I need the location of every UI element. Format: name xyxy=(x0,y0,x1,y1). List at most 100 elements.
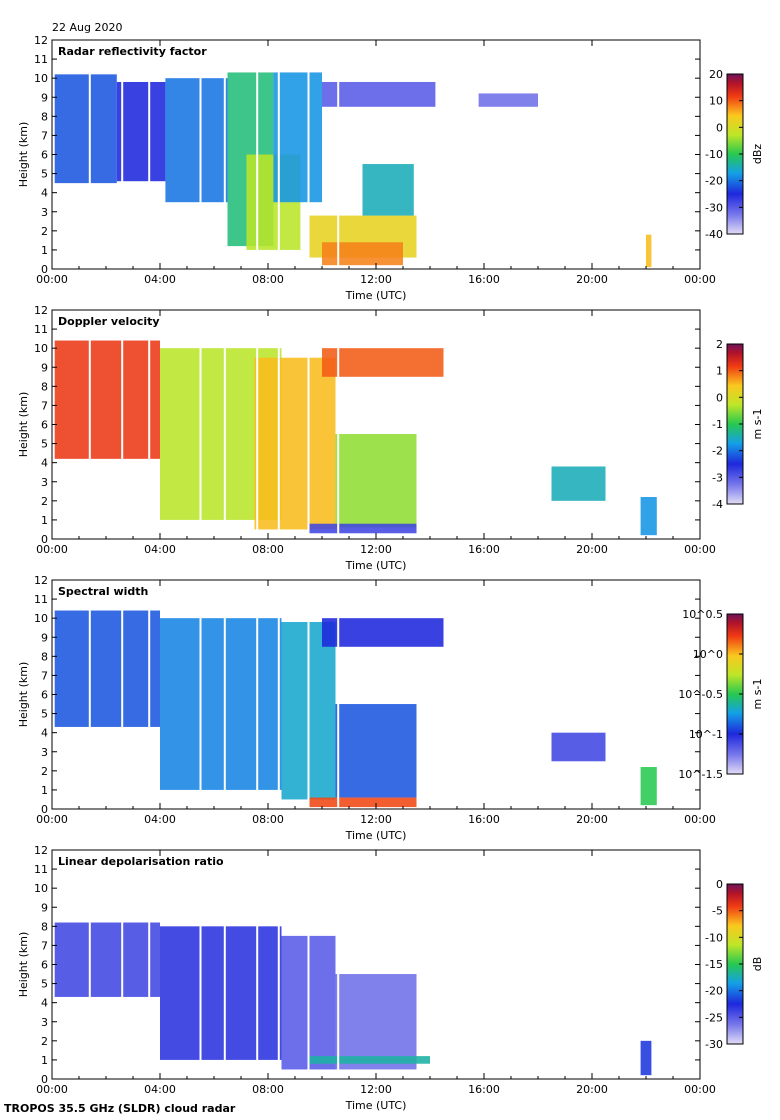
y-tick-label: 7 xyxy=(41,669,48,682)
x-tick-label: 20:00 xyxy=(576,813,608,826)
colorbar-tick-label: -5 xyxy=(712,905,723,918)
colorbar-tick-label: 10^-0.5 xyxy=(678,688,723,701)
y-tick-label: 2 xyxy=(41,495,48,508)
data-region xyxy=(478,93,538,107)
y-tick-label: 9 xyxy=(41,901,48,914)
x-tick-label: 00:00 xyxy=(684,543,716,556)
colorbar-tick-label: -3 xyxy=(712,471,723,484)
colorbar-tick-label: 10 xyxy=(709,95,723,108)
data-region xyxy=(308,797,417,808)
x-tick-label: 04:00 xyxy=(144,813,176,826)
y-axis-label: Height (km) xyxy=(17,392,30,458)
y-tick-label: 1 xyxy=(41,514,48,527)
data-region xyxy=(335,704,417,798)
data-region xyxy=(335,974,417,1070)
data-region xyxy=(54,340,161,459)
x-tick-label: 12:00 xyxy=(360,543,392,556)
y-tick-label: 6 xyxy=(41,149,48,162)
x-tick-label: 20:00 xyxy=(576,1083,608,1096)
y-tick-label: 3 xyxy=(41,1016,48,1029)
instrument-footer: TROPOS 35.5 GHz (SLDR) cloud radar xyxy=(4,1102,236,1115)
y-tick-label: 5 xyxy=(41,168,48,181)
y-tick-label: 6 xyxy=(41,419,48,432)
y-tick-label: 3 xyxy=(41,476,48,489)
y-tick-label: 10 xyxy=(34,72,48,85)
y-tick-label: 7 xyxy=(41,399,48,412)
colorbar-label: m s-1 xyxy=(751,679,764,710)
date-label: 22 Aug 2020 xyxy=(52,21,123,34)
data-region xyxy=(551,466,606,501)
colorbar-tick-label: 10^-1 xyxy=(689,728,723,741)
y-tick-label: 0 xyxy=(41,1073,48,1086)
data-region xyxy=(640,1040,652,1076)
x-tick-label: 12:00 xyxy=(360,1083,392,1096)
y-tick-label: 8 xyxy=(41,380,48,393)
colorbar-tick-label: -40 xyxy=(705,228,723,241)
colorbar-tick-label: -20 xyxy=(705,985,723,998)
data-region xyxy=(362,164,414,216)
colorbar-tick-label: -15 xyxy=(705,958,723,971)
y-tick-label: 4 xyxy=(41,457,48,470)
y-tick-label: 8 xyxy=(41,920,48,933)
x-tick-label: 00:00 xyxy=(36,543,68,556)
y-tick-label: 2 xyxy=(41,1035,48,1048)
data-region xyxy=(273,72,322,203)
x-tick-label: 04:00 xyxy=(144,543,176,556)
x-tick-label: 16:00 xyxy=(468,1083,500,1096)
y-tick-label: 11 xyxy=(34,863,48,876)
data-region xyxy=(322,242,403,266)
y-tick-label: 9 xyxy=(41,631,48,644)
y-tick-label: 3 xyxy=(41,206,48,219)
data-region xyxy=(322,81,436,107)
x-tick-label: 12:00 xyxy=(360,273,392,286)
colorbar-tick-label: 0 xyxy=(716,391,723,404)
x-tick-label: 00:00 xyxy=(684,273,716,286)
data-region xyxy=(640,767,657,806)
y-tick-label: 5 xyxy=(41,978,48,991)
x-axis-label: Time (UTC) xyxy=(345,829,407,842)
x-tick-label: 12:00 xyxy=(360,813,392,826)
data-region xyxy=(116,81,166,182)
data-region xyxy=(254,357,336,530)
data-region xyxy=(54,610,161,727)
colorbar-label: dBz xyxy=(751,144,764,165)
y-tick-label: 0 xyxy=(41,803,48,816)
y-tick-label: 1 xyxy=(41,1054,48,1067)
y-tick-label: 7 xyxy=(41,939,48,952)
x-tick-label: 00:00 xyxy=(36,273,68,286)
colorbar-label: m s-1 xyxy=(751,409,764,440)
x-tick-label: 20:00 xyxy=(576,543,608,556)
y-tick-label: 12 xyxy=(34,844,48,857)
y-axis-label: Height (km) xyxy=(17,662,30,728)
colorbar-tick-label: -2 xyxy=(712,445,723,458)
x-tick-label: 08:00 xyxy=(252,543,284,556)
colorbar-tick-label: -10 xyxy=(705,148,723,161)
y-tick-label: 11 xyxy=(34,323,48,336)
panel-title: Spectral width xyxy=(58,585,148,598)
y-tick-label: 8 xyxy=(41,650,48,663)
y-tick-label: 12 xyxy=(34,34,48,47)
y-tick-label: 2 xyxy=(41,225,48,238)
colorbar-label: dB xyxy=(751,957,764,972)
colorbar-tick-label: -30 xyxy=(705,201,723,214)
data-region xyxy=(322,618,444,647)
data-region xyxy=(165,78,228,203)
x-tick-label: 16:00 xyxy=(468,543,500,556)
data-region xyxy=(54,74,117,184)
x-tick-label: 08:00 xyxy=(252,813,284,826)
data-region xyxy=(640,497,657,536)
y-tick-label: 11 xyxy=(34,593,48,606)
colorbar-tick-label: 10^0.5 xyxy=(682,608,723,621)
x-tick-label: 08:00 xyxy=(252,273,284,286)
colorbar-tick-label: 10^-1.5 xyxy=(678,768,723,781)
x-tick-label: 00:00 xyxy=(684,813,716,826)
y-tick-label: 4 xyxy=(41,727,48,740)
colorbar-tick-label: -1 xyxy=(712,418,723,431)
colorbar-tick-label: 10^0 xyxy=(693,648,723,661)
panel-title: Linear depolarisation ratio xyxy=(58,855,224,868)
